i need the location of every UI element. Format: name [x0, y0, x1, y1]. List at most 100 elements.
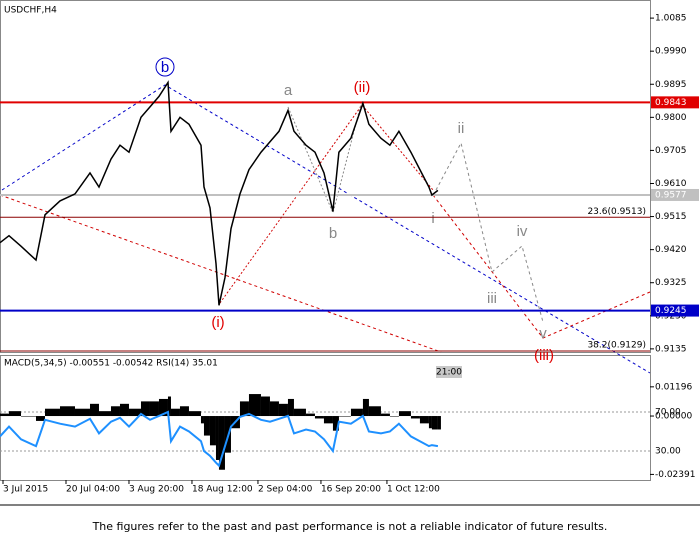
- macd-bar: [20, 416, 36, 417]
- macd-bar: [188, 411, 201, 417]
- y-tick-label: 1.0085: [655, 14, 687, 24]
- macd-bar: [167, 396, 171, 417]
- y-tick-label: 0.9325: [655, 278, 687, 288]
- wave-label: iii: [487, 290, 497, 307]
- wave-label: a: [284, 82, 293, 99]
- macd-bar: [323, 416, 333, 424]
- macd-bar: [170, 408, 180, 417]
- wave-label: (iii): [534, 347, 554, 364]
- macd-bar: [74, 408, 90, 417]
- macd-bar: [350, 408, 363, 417]
- y-tick-label: 0.01196: [655, 382, 692, 392]
- y2-tick-label: 30.00: [655, 446, 681, 456]
- macd-bar: [239, 401, 249, 417]
- x-tick-label: 16 Sep 20:00: [321, 485, 381, 495]
- macd-bar: [368, 406, 381, 417]
- fib-label: 38.2(0.9129): [587, 340, 646, 350]
- macd-bar: [287, 398, 294, 417]
- macd-bar: [278, 403, 288, 417]
- time-marker: 21:00: [436, 368, 462, 378]
- y2-tick-label: 70.00: [655, 407, 681, 417]
- macd-bar: [149, 401, 159, 417]
- wave-label: (ii): [354, 79, 371, 96]
- macd-bar: [428, 416, 432, 429]
- price-level-box: [651, 96, 699, 109]
- analysis-drawings: [0, 57, 651, 374]
- macd-bar: [110, 406, 120, 417]
- macd-bar: [119, 403, 129, 417]
- macd-bar: [203, 416, 210, 436]
- macd-bar: [209, 416, 216, 446]
- x-tick-label: 3 Jul 2015: [3, 485, 48, 495]
- wave-label: iv: [517, 223, 528, 240]
- price-line: [0, 80, 439, 306]
- macd-bar: [410, 416, 420, 419]
- x-tick-label: 1 Oct 12:00: [387, 485, 440, 495]
- wave-label: v: [539, 325, 547, 342]
- symbol: USDCHF,H4: [4, 6, 57, 16]
- macd-bar: [158, 398, 168, 417]
- macd-bar: [362, 398, 369, 417]
- wave-label: ii: [458, 120, 465, 137]
- macd-bar: [215, 416, 219, 460]
- macd-bar: [98, 411, 111, 417]
- macd-bar: [380, 413, 390, 417]
- price-level-label: 0.9843: [655, 98, 687, 108]
- y-tick-label: 0.9610: [655, 179, 687, 189]
- macd-bar: [332, 416, 339, 431]
- macd-bar: [389, 416, 399, 417]
- macd-bar: [314, 416, 324, 419]
- macd-bar: [8, 411, 21, 417]
- macd-bar: [44, 408, 60, 417]
- x-tick-label: 18 Aug 12:00: [192, 485, 253, 495]
- wave-path: [219, 104, 434, 304]
- wave-label: (i): [211, 314, 224, 331]
- macd-bar: [179, 406, 189, 417]
- time-marker-box: [436, 366, 462, 378]
- price-level-label: 0.9577: [655, 190, 687, 200]
- macd-bar: [200, 416, 204, 424]
- wave-circle: [155, 57, 175, 77]
- wave-label: b: [161, 59, 169, 76]
- macd-bar: [248, 394, 261, 417]
- macd-bar: [128, 408, 141, 417]
- price-level-label: 0.9245: [655, 306, 687, 316]
- macd-bar: [293, 408, 306, 417]
- macd-bar: [437, 416, 441, 430]
- price-level-box: [651, 304, 699, 317]
- trend-line: [0, 194, 442, 353]
- y-tick-label: 0.9990: [655, 47, 687, 57]
- macd-bar: [398, 411, 411, 417]
- trend-line: [1, 84, 651, 374]
- macd-bar: [419, 416, 429, 424]
- y-tick-label: 0.9135: [655, 344, 687, 354]
- macd-bar: [218, 416, 225, 470]
- fib-label: 23.6(0.9513): [587, 207, 646, 217]
- indicator-title: MACD(5,34,5) -0.00551 -0.00542 RSI(14) 3…: [4, 359, 218, 369]
- disclaimer: The figures refer to the past and past p…: [92, 520, 608, 533]
- y-tick-label: 0.9800: [655, 113, 687, 123]
- y-tick-label: -0.02391: [655, 470, 695, 480]
- wave-label: i: [431, 210, 434, 227]
- macd-bar: [305, 413, 315, 417]
- macd-bar: [35, 416, 45, 421]
- wave-path: [287, 99, 363, 215]
- x-tick-label: 3 Aug 20:00: [129, 485, 184, 495]
- y-tick-label: 0.9705: [655, 146, 687, 156]
- y-tick-label: 0.9515: [655, 212, 687, 222]
- macd-bar: [269, 401, 279, 417]
- macd-bar: [59, 406, 75, 417]
- macd-bar: [431, 416, 438, 430]
- y-tick-label: 0.9895: [655, 80, 687, 90]
- projection: [432, 194, 651, 339]
- x-tick-label: 20 Jul 04:00: [66, 485, 120, 495]
- price-level-box: [651, 188, 699, 201]
- rsi-line: [0, 410, 439, 468]
- macd-bar: [89, 403, 99, 417]
- macd-bar: [260, 396, 270, 417]
- x-tick-label: 2 Sep 04:00: [258, 485, 313, 495]
- y-tick-label: 0.00000: [655, 412, 692, 422]
- y-tick-label: 0.9420: [655, 245, 687, 255]
- macd-bar: [338, 416, 351, 417]
- wave-label: b: [329, 225, 337, 242]
